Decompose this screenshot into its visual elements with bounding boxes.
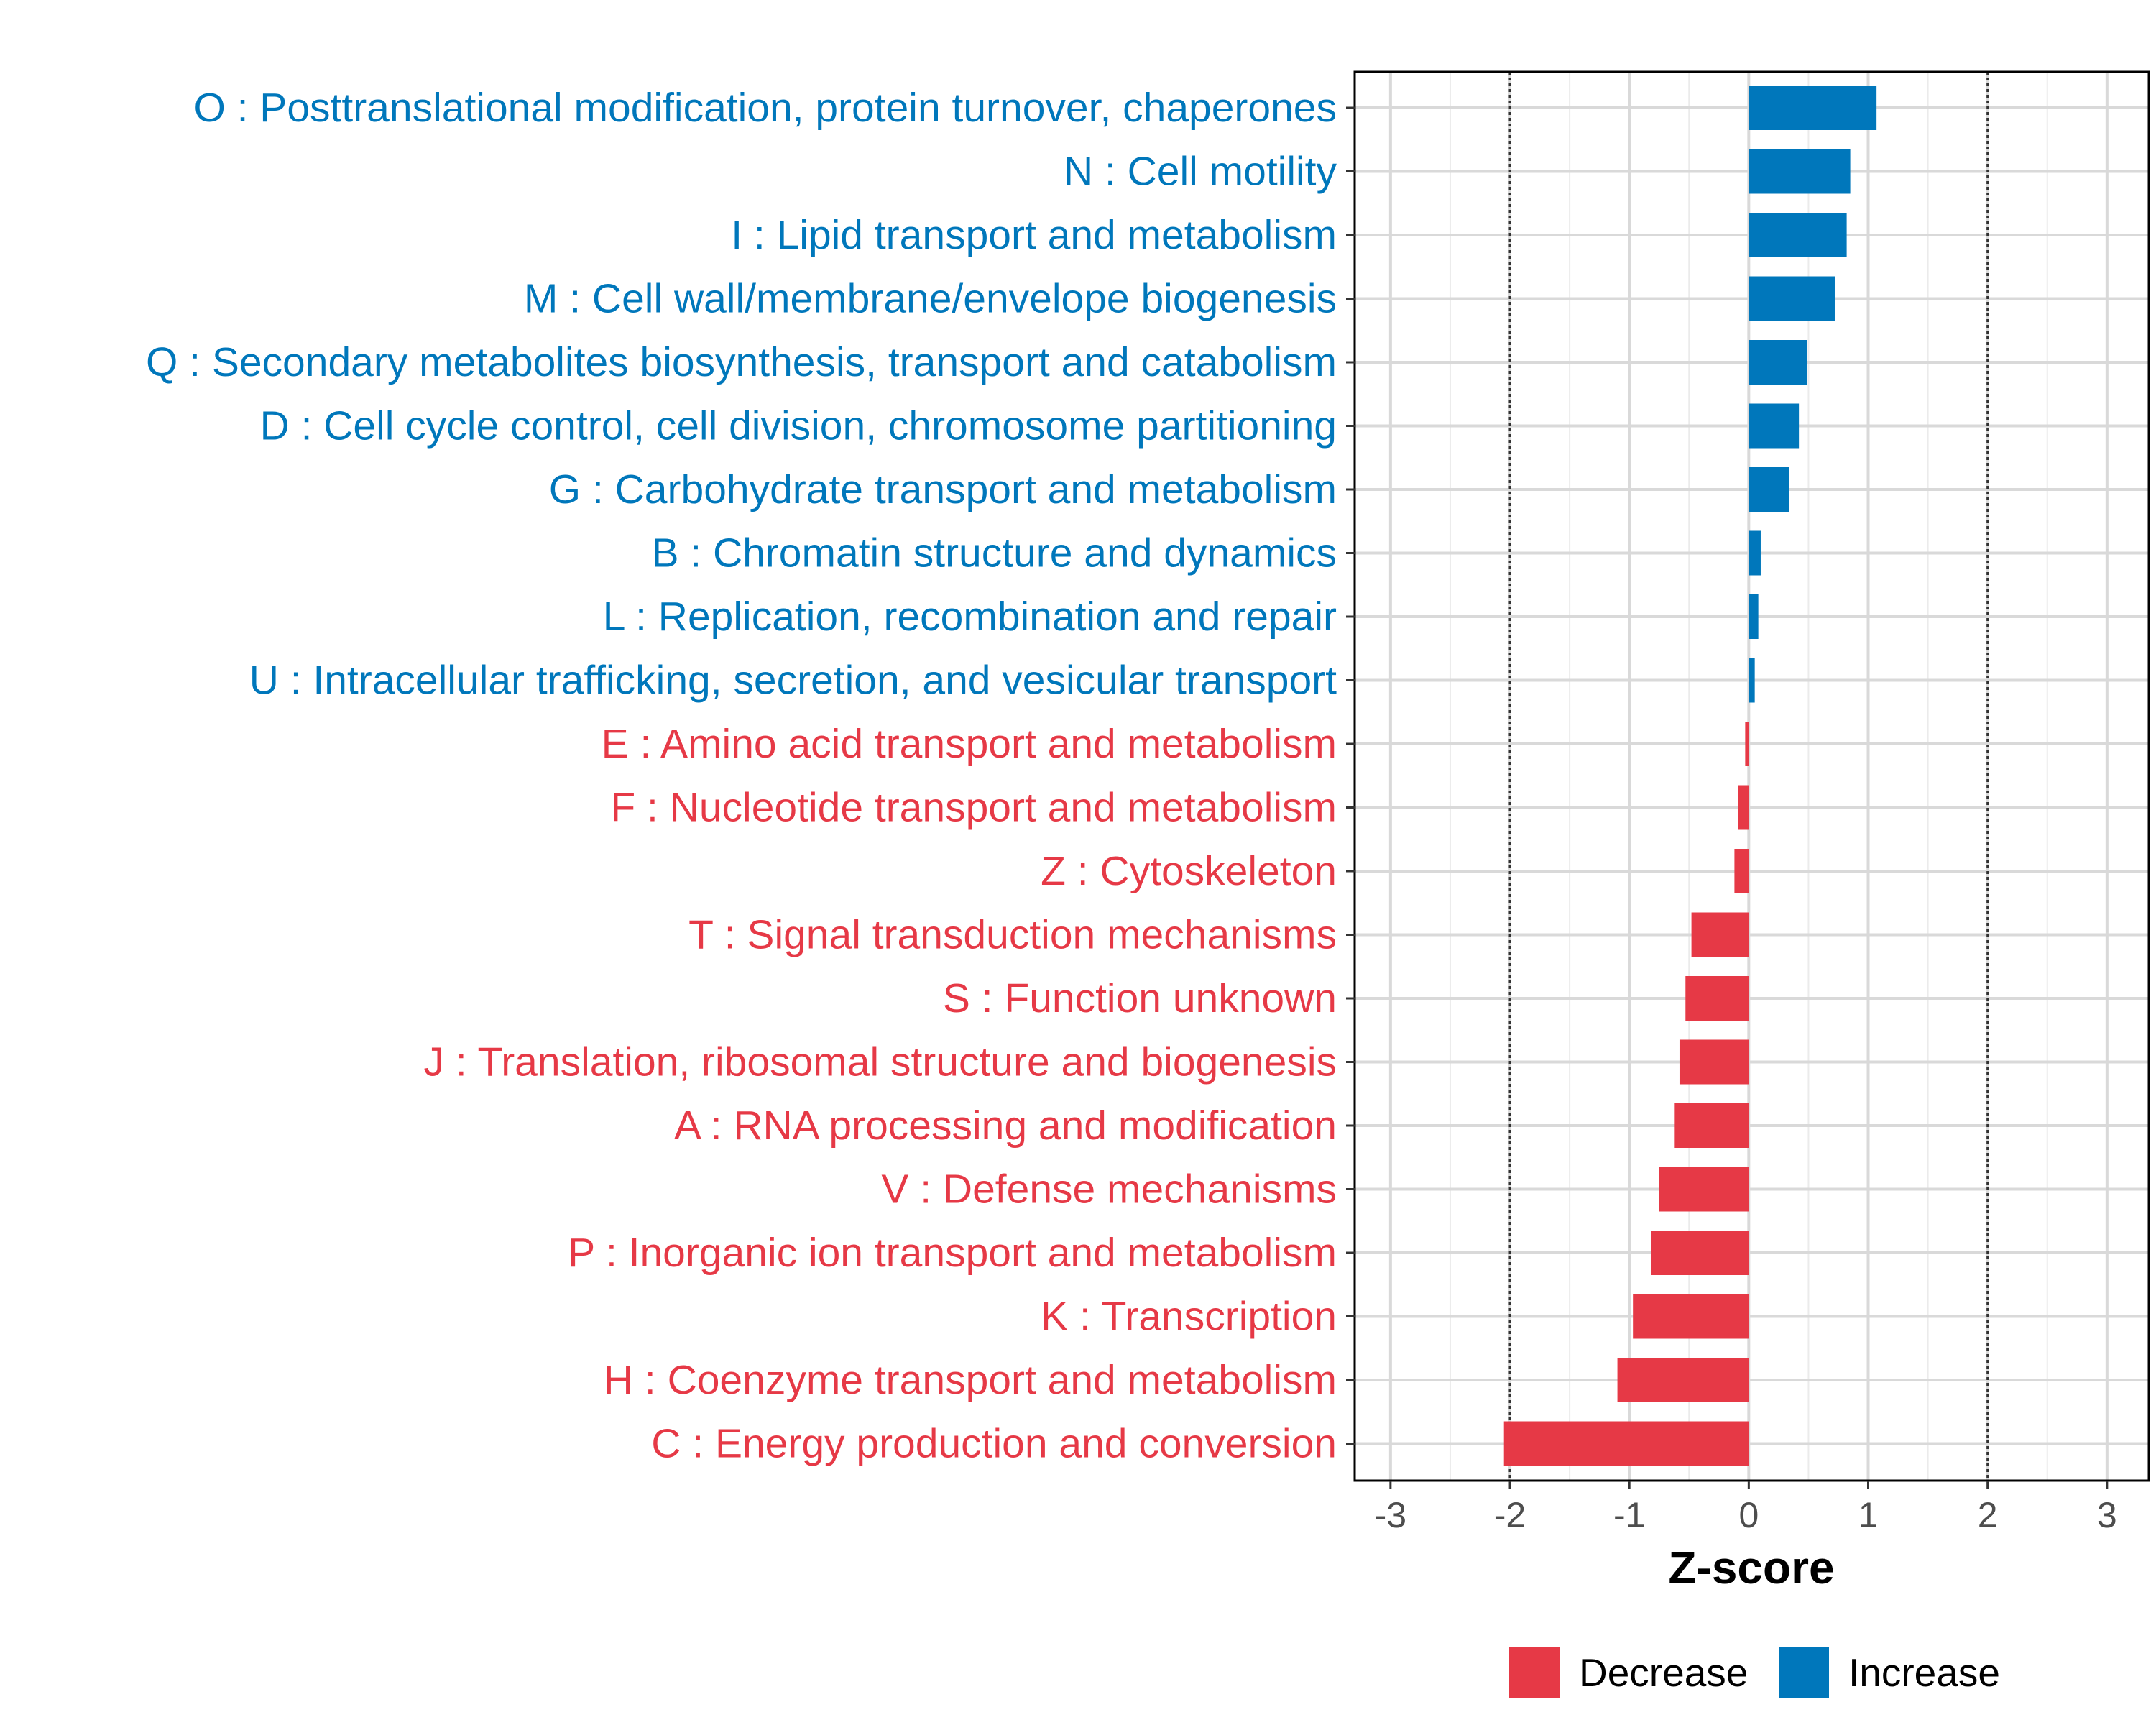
category-label: H : Coenzyme transport and metabolism [604, 1357, 1337, 1403]
bar-decrease [1738, 785, 1749, 830]
x-axis-tick-labels: -3 -2 -1 0 1 2 3 [1375, 1495, 2117, 1535]
category-label: F : Nucleotide transport and metabolism [610, 785, 1337, 831]
bar-decrease [1691, 912, 1749, 957]
bar-decrease [1674, 1103, 1749, 1148]
x-tick-label: -3 [1375, 1495, 1406, 1535]
category-label: E : Amino acid transport and metabolism [602, 721, 1337, 767]
category-label: B : Chromatin structure and dynamics [651, 530, 1337, 576]
bar-decrease [1734, 849, 1749, 893]
x-axis-title: Z-score [1668, 1542, 1834, 1593]
category-label: V : Defense mechanisms [881, 1167, 1337, 1213]
bar-increase [1749, 213, 1847, 257]
x-tick-label: 2 [1978, 1495, 1998, 1535]
category-label: I : Lipid transport and metabolism [731, 212, 1337, 258]
bar-decrease [1503, 1421, 1749, 1466]
bar-increase [1749, 467, 1789, 512]
category-label: T : Signal transduction mechanisms [688, 912, 1337, 958]
bar-increase [1749, 149, 1851, 194]
bar-increase [1749, 276, 1835, 321]
category-label: S : Function unknown [943, 975, 1337, 1021]
legend-label-decrease: Decrease [1579, 1650, 1748, 1695]
bar-decrease [1745, 722, 1749, 766]
bar-decrease [1651, 1230, 1749, 1275]
bar-decrease [1617, 1358, 1749, 1402]
plot-panel-border [1353, 70, 2150, 1482]
bar-increase [1749, 86, 1877, 130]
category-label: L : Replication, recombination and repai… [603, 594, 1337, 640]
category-label: N : Cell motility [1064, 149, 1337, 195]
category-label: U : Intracellular trafficking, secretion… [249, 658, 1337, 704]
category-label: J : Translation, ribosomal structure and… [424, 1039, 1337, 1085]
category-label: M : Cell wall/membrane/envelope biogenes… [524, 276, 1337, 322]
category-label: Z : Cytoskeleton [1041, 848, 1337, 894]
bar-increase [1749, 340, 1807, 385]
x-tick-label: 3 [2097, 1495, 2117, 1535]
bar-increase [1749, 403, 1800, 448]
legend-key-increase [1779, 1647, 1829, 1698]
x-tick-label: 0 [1738, 1495, 1759, 1535]
reference-lines [1508, 72, 1989, 1481]
bar-increase [1749, 530, 1761, 576]
category-label: Q : Secondary metabolites biosynthesis, … [146, 339, 1337, 385]
y-axis-category-labels: O : Posttranslational modification, prot… [146, 85, 1337, 1467]
x-axis-ticks [1389, 1481, 2109, 1489]
category-label: A : RNA processing and modification [674, 1103, 1337, 1149]
bar-decrease [1685, 976, 1749, 1021]
legend-key-decrease [1509, 1647, 1560, 1698]
x-tick-label: 1 [1858, 1495, 1879, 1535]
category-label: K : Transcription [1041, 1294, 1337, 1340]
y-axis-ticks [1346, 106, 1355, 1445]
legend-label-increase: Increase [1848, 1650, 2000, 1695]
bar-increase [1749, 658, 1755, 703]
bar-decrease [1633, 1294, 1749, 1339]
x-tick-label: -1 [1613, 1495, 1645, 1535]
category-label: P : Inorganic ion transport and metaboli… [568, 1230, 1337, 1276]
x-tick-label: -2 [1494, 1495, 1526, 1535]
bar-decrease [1659, 1167, 1749, 1212]
bar-decrease [1679, 1039, 1749, 1085]
category-label: D : Cell cycle control, cell division, c… [260, 403, 1337, 449]
category-label: C : Energy production and conversion [651, 1421, 1337, 1467]
category-label: O : Posttranslational modification, prot… [193, 85, 1337, 131]
legend: Decrease Increase [1509, 1647, 2000, 1698]
bars [1503, 86, 1877, 1466]
category-label: G : Carbohydrate transport and metabolis… [549, 466, 1337, 512]
bar-increase [1749, 594, 1759, 639]
